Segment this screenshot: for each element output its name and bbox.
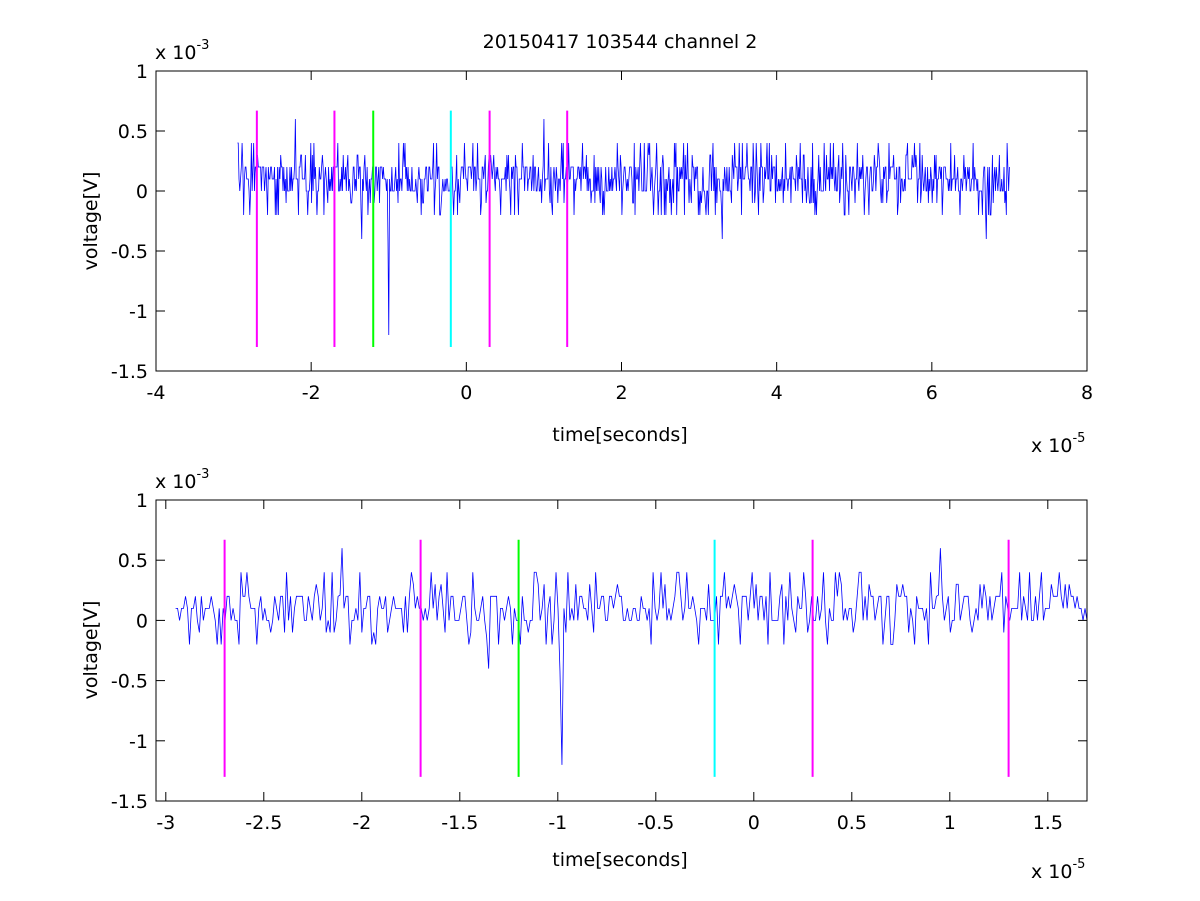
top-x-multiplier: x 10-5: [1031, 431, 1085, 457]
bottom-x-tick-label: -3: [156, 812, 175, 834]
bottom-marker-layer: [223, 539, 1010, 777]
bottom-y-tick-label: 0.5: [118, 550, 148, 572]
bottom-x-tick-label: -2.5: [245, 812, 282, 834]
top-tick-layer: -4 -2 0 2 4 6 8 -1.5 -1 -0.5 0 0.5 1: [111, 61, 1093, 404]
top-x-tick-label: 4: [771, 382, 783, 404]
bottom-y-axis-label: voltage[V]: [80, 601, 102, 700]
top-y-tick-label: -0.5: [111, 241, 148, 263]
top-signal-layer: [237, 118, 1010, 336]
bottom-y-tick-label: -0.5: [111, 671, 148, 693]
bottom-x-tick-label: -0.5: [637, 812, 674, 834]
top-y-tick-label: 0: [136, 181, 148, 203]
bottom-x-multiplier-base: x 10: [1031, 861, 1072, 883]
top-axes: -4 -2 0 2 4 6 8 -1.5 -1 -0.5 0 0.5 1 time[seconds] v…: [80, 38, 1093, 457]
top-y-tick-label: -1: [129, 301, 148, 323]
bottom-signal-line: [175, 548, 1088, 765]
bottom-x-tick-label: 1.5: [1033, 812, 1063, 834]
top-y-multiplier-base: x 10: [155, 42, 196, 64]
bottom-y-tick-label: 1: [136, 490, 148, 512]
top-x-multiplier-exp: -5: [1072, 431, 1085, 446]
bottom-x-tick-label: 0.5: [837, 812, 867, 834]
bottom-y-multiplier-base: x 10: [155, 471, 196, 493]
top-y-multiplier-exp: -3: [196, 38, 209, 53]
bottom-tick-layer: -3 -2.5 -2 -1.5 -1 -0.5 0 0.5 1 1.5 -1.5 -1 -0.5 0 0.5…: [111, 490, 1087, 834]
bottom-y-tick-label: 0: [136, 610, 148, 632]
bottom-y-tick-label: -1.5: [111, 791, 148, 813]
bottom-x-tick-label: -1: [548, 812, 567, 834]
bottom-x-tick-label: -2: [352, 812, 371, 834]
top-y-tick-label: -1.5: [111, 361, 148, 383]
chart-title: 20150417 103544 channel 2: [483, 31, 758, 53]
top-x-tick-label: 2: [615, 382, 627, 404]
bottom-signal-layer: [175, 548, 1088, 765]
top-x-tick-label: 8: [1081, 382, 1093, 404]
top-x-tick-label: 0: [460, 382, 472, 404]
bottom-axes: -3 -2.5 -2 -1.5 -1 -0.5 0 0.5 1 1.5 -1.5 -1 -0.5 0 0.5…: [80, 467, 1088, 883]
bottom-x-tick-label: -1.5: [441, 812, 478, 834]
top-y-tick-label: 0.5: [118, 121, 148, 143]
top-y-axis-label: voltage[V]: [80, 172, 102, 271]
top-x-axis-label: time[seconds]: [552, 424, 687, 446]
bottom-x-axis-label: time[seconds]: [552, 849, 687, 871]
bottom-x-multiplier-exp: -5: [1072, 857, 1085, 872]
top-x-tick-label: -2: [302, 382, 321, 404]
top-marker-layer: [255, 110, 569, 347]
top-y-multiplier: x 10-3: [155, 38, 209, 64]
bottom-axes-box: [155, 499, 1088, 802]
top-signal-line: [237, 118, 1010, 336]
bottom-x-tick-label: 0: [748, 812, 760, 834]
bottom-y-multiplier: x 10-3: [155, 467, 209, 493]
bottom-x-tick-label: 1: [944, 812, 956, 834]
top-x-tick-label: 6: [926, 382, 938, 404]
bottom-x-multiplier: x 10-5: [1031, 857, 1085, 883]
bottom-y-tick-label: -1: [129, 731, 148, 753]
top-x-multiplier-base: x 10: [1031, 435, 1072, 457]
bottom-y-multiplier-exp: -3: [196, 467, 209, 482]
top-y-tick-label: 1: [136, 61, 148, 83]
top-x-tick-label: -4: [147, 382, 166, 404]
